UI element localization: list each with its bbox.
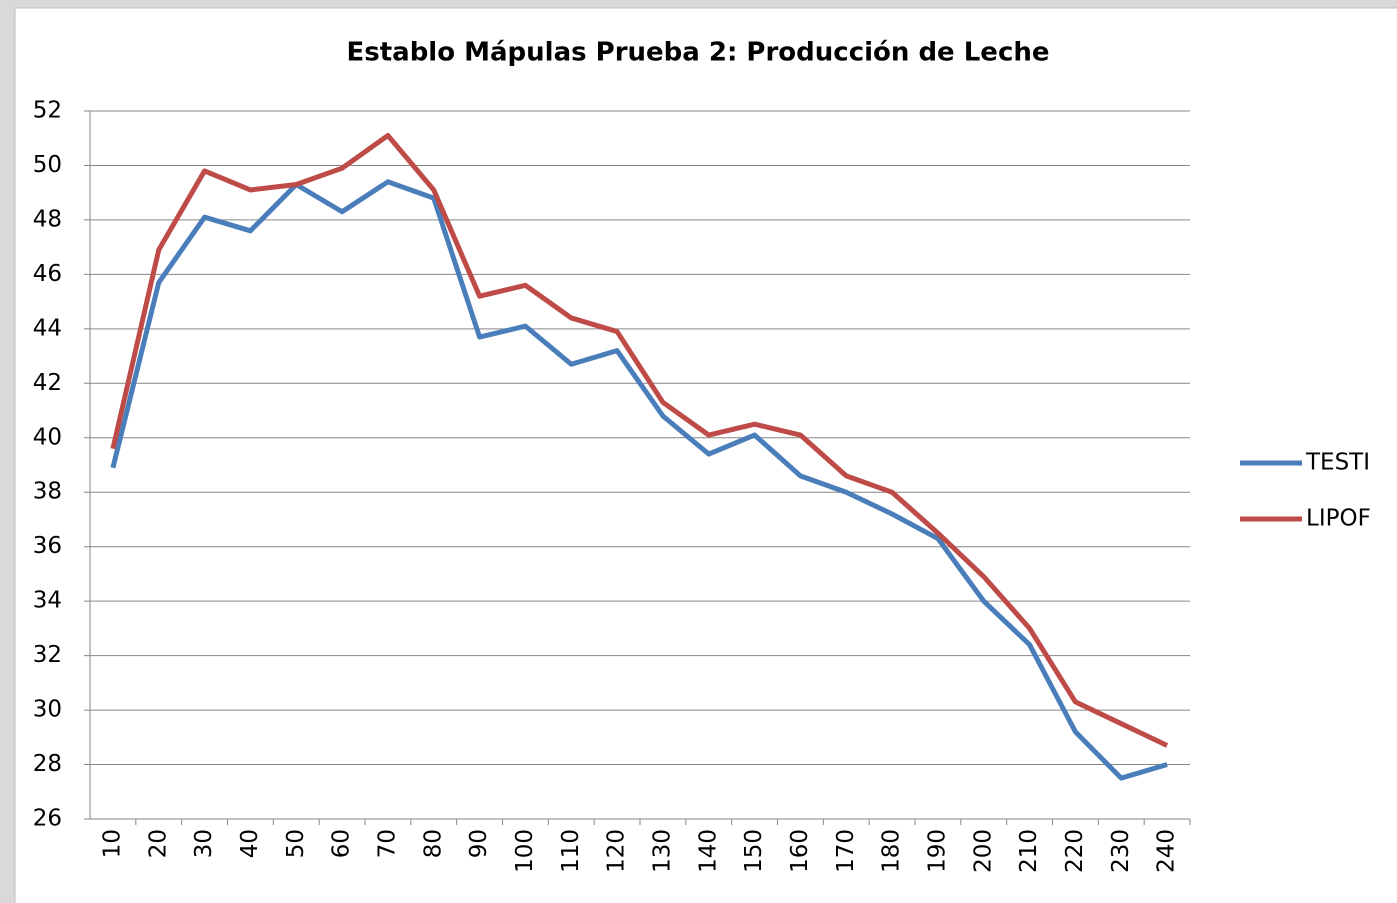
- series-line: [110, 133, 1169, 748]
- x-tick-label: 100: [512, 829, 538, 873]
- series-line: [110, 179, 1168, 781]
- x-tick-label: 230: [1108, 829, 1134, 873]
- x-tick-label: 10: [99, 829, 125, 858]
- y-tick-label: 50: [33, 152, 62, 178]
- y-tick-label: 44: [33, 315, 62, 341]
- x-tick-label: 70: [374, 829, 400, 858]
- legend-label: LIPOF: [1306, 506, 1371, 532]
- y-tick-label: 38: [33, 479, 62, 505]
- x-tick-label: 180: [879, 829, 905, 873]
- x-tick-label: 170: [833, 829, 859, 873]
- x-tick-label: 220: [1062, 829, 1088, 873]
- x-tick-label: 60: [329, 829, 355, 858]
- x-tick-label: 150: [741, 829, 767, 873]
- x-tick-label: 160: [787, 829, 813, 873]
- y-tick-label: 30: [33, 697, 62, 723]
- y-tick-label: 32: [33, 642, 62, 668]
- y-tick-label: 40: [33, 424, 62, 450]
- x-tick-label: 90: [466, 829, 492, 858]
- chart-area: [14, 7, 1397, 903]
- x-tick-label: 50: [283, 829, 309, 858]
- legend-label: TESTI: [1305, 450, 1370, 476]
- y-tick-label: 34: [33, 588, 62, 614]
- x-tick-label: 140: [695, 829, 721, 873]
- y-tick-label: 52: [33, 98, 62, 124]
- chart-title: Establo Mápulas Prueba 2: Producción de …: [346, 38, 1049, 68]
- x-tick-label: 190: [924, 829, 950, 873]
- x-tick-label: 110: [558, 829, 584, 873]
- y-tick-label: 28: [33, 751, 62, 777]
- y-tick-label: 36: [33, 533, 62, 559]
- x-tick-label: 20: [145, 829, 171, 858]
- x-tick-label: 120: [604, 829, 630, 873]
- y-tick-label: 42: [33, 370, 62, 396]
- x-tick-label: 200: [970, 829, 996, 873]
- x-tick-label: 30: [191, 829, 217, 858]
- x-tick-label: 40: [237, 829, 263, 858]
- x-tick-label: 240: [1154, 829, 1180, 873]
- x-tick-label: 130: [649, 829, 675, 873]
- x-tick-label: 210: [1016, 829, 1042, 873]
- x-tick-label: 80: [420, 829, 446, 858]
- y-tick-label: 48: [33, 206, 62, 232]
- y-tick-label: 46: [33, 261, 62, 287]
- y-tick-label: 26: [33, 806, 62, 832]
